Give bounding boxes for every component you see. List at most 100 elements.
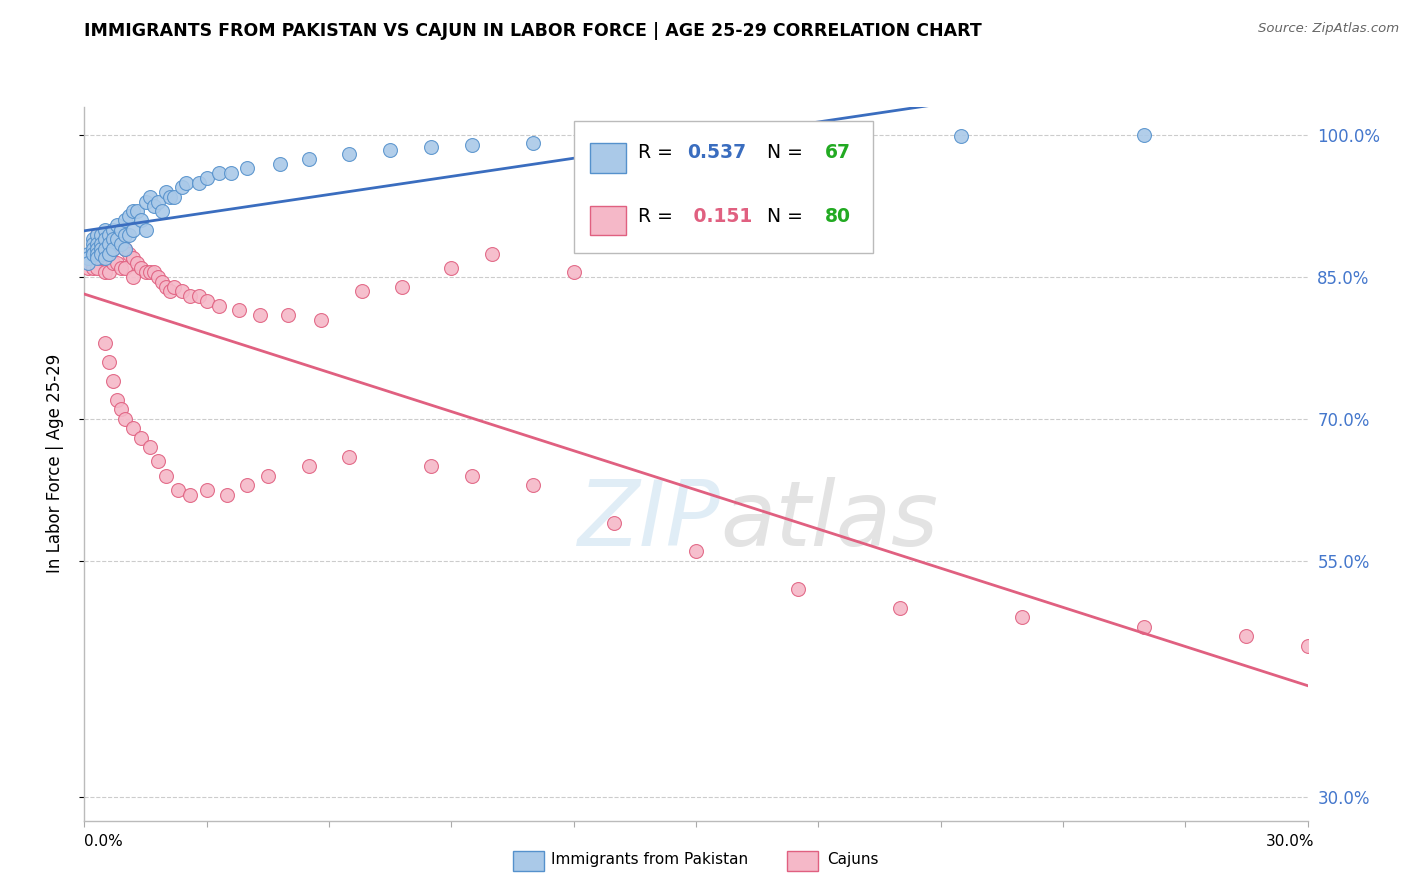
Point <box>93 232 117 246</box>
Point <box>1236 629 1258 643</box>
Point <box>522 136 544 150</box>
FancyBboxPatch shape <box>574 121 873 253</box>
Point <box>787 582 810 596</box>
Point <box>114 260 136 275</box>
Point <box>603 133 626 147</box>
Point <box>101 242 124 256</box>
Point <box>461 137 484 152</box>
Point <box>97 227 120 242</box>
Point <box>93 246 117 260</box>
Point <box>889 601 911 615</box>
Point <box>420 459 443 474</box>
Point <box>114 227 136 242</box>
Point <box>93 242 117 256</box>
Point <box>97 246 120 260</box>
Point <box>82 246 104 260</box>
Point <box>1133 620 1156 634</box>
Point <box>122 204 145 219</box>
Text: Immigrants from Pakistan: Immigrants from Pakistan <box>551 853 748 867</box>
Point <box>208 299 231 313</box>
Point <box>135 223 157 237</box>
Point <box>110 237 132 252</box>
Point <box>101 223 124 237</box>
Point <box>172 180 194 194</box>
Point <box>950 129 973 144</box>
Point <box>82 242 104 256</box>
Text: ZIP: ZIP <box>578 477 720 565</box>
Point <box>82 260 104 275</box>
Point <box>122 421 145 435</box>
FancyBboxPatch shape <box>589 205 626 235</box>
Point <box>298 152 321 166</box>
Point <box>167 483 190 497</box>
Point <box>163 190 186 204</box>
Point <box>150 204 173 219</box>
Point <box>236 478 259 492</box>
Point <box>90 252 112 266</box>
Text: 0.537: 0.537 <box>688 143 747 161</box>
Text: R =: R = <box>638 143 679 161</box>
Point <box>97 237 120 252</box>
Point <box>461 468 484 483</box>
Point <box>86 246 108 260</box>
Point <box>82 246 104 260</box>
Text: IMMIGRANTS FROM PAKISTAN VS CAJUN IN LABOR FORCE | AGE 25-29 CORRELATION CHART: IMMIGRANTS FROM PAKISTAN VS CAJUN IN LAB… <box>84 22 983 40</box>
Point <box>176 176 198 190</box>
Point <box>236 161 259 176</box>
Point <box>127 256 149 270</box>
Point <box>101 256 124 270</box>
Point <box>86 260 108 275</box>
Point <box>90 242 112 256</box>
Point <box>172 285 194 299</box>
Text: 30.0%: 30.0% <box>1267 834 1315 849</box>
Point <box>110 223 132 237</box>
Point <box>105 232 128 246</box>
Point <box>142 265 165 279</box>
Point <box>131 431 153 445</box>
Point <box>86 246 108 260</box>
Point <box>249 308 271 322</box>
Point <box>90 237 112 252</box>
Point <box>1011 610 1033 624</box>
Point <box>93 252 117 266</box>
Point <box>105 392 128 407</box>
Point <box>228 303 250 318</box>
Point <box>208 166 231 180</box>
Point <box>807 130 830 145</box>
Point <box>142 199 165 213</box>
Point <box>706 131 728 145</box>
Point <box>122 223 145 237</box>
Point <box>163 279 186 293</box>
Text: R =: R = <box>638 207 679 226</box>
Point <box>391 279 413 293</box>
Point <box>155 468 177 483</box>
Point <box>101 374 124 388</box>
Point <box>138 265 160 279</box>
Point <box>118 246 141 260</box>
Point <box>97 355 120 369</box>
Point <box>97 227 120 242</box>
Point <box>127 204 149 219</box>
Point <box>97 265 120 279</box>
Point <box>1133 128 1156 143</box>
Point <box>86 227 108 242</box>
Point <box>105 218 128 232</box>
Point <box>146 454 169 468</box>
Point <box>187 176 209 190</box>
Point <box>118 227 141 242</box>
Point <box>603 516 626 530</box>
Text: 0.151: 0.151 <box>688 207 752 226</box>
Point <box>420 140 443 154</box>
Point <box>77 260 100 275</box>
Point <box>155 279 177 293</box>
FancyBboxPatch shape <box>589 143 626 173</box>
Point <box>105 256 128 270</box>
Point <box>380 143 402 157</box>
Y-axis label: In Labor Force | Age 25-29: In Labor Force | Age 25-29 <box>45 354 63 574</box>
Point <box>90 227 112 242</box>
Point <box>159 285 181 299</box>
Point <box>522 478 544 492</box>
Point <box>155 185 177 199</box>
Point <box>86 242 108 256</box>
Point <box>135 194 157 209</box>
